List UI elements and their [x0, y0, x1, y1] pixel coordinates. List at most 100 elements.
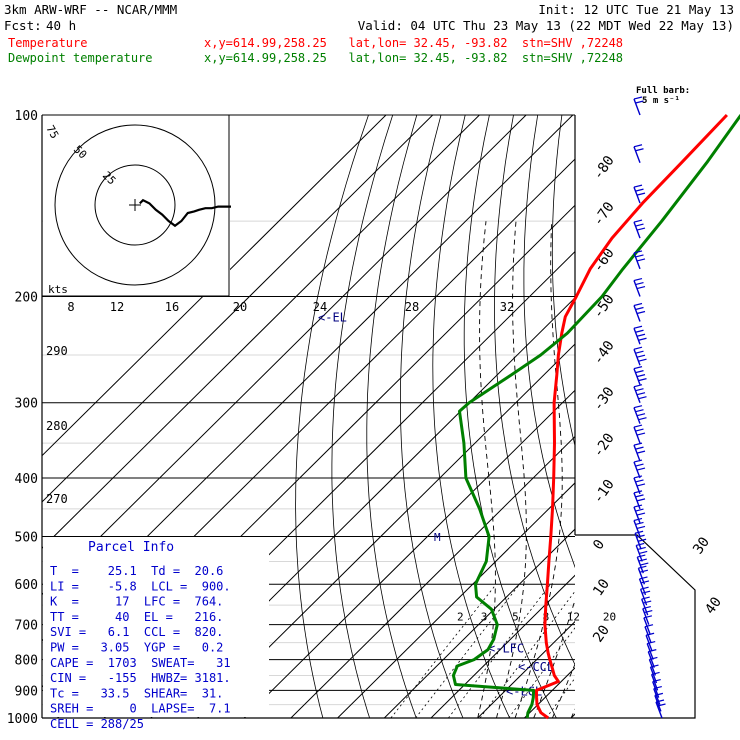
level-marker: <-LFC	[488, 642, 524, 656]
temperature-tick-label: -70	[590, 199, 618, 229]
pressure-label: 100	[15, 109, 38, 124]
hodograph-ring	[94, 164, 176, 246]
wind-barb	[639, 586, 651, 606]
isotherm	[618, 115, 740, 718]
pressure-label: 600	[15, 578, 38, 593]
theta-label-low: 290	[46, 344, 68, 358]
temperature-tick-label: 10	[590, 576, 613, 599]
dry-adiabat	[432, 115, 511, 718]
mixing-ratio-label: 12	[567, 611, 580, 624]
isotherm	[337, 482, 575, 718]
hodograph-speed-label: 12	[110, 300, 124, 314]
wind-barb	[633, 219, 646, 239]
dry-adiabat	[331, 115, 394, 718]
isotherm	[42, 115, 434, 503]
isotherm	[42, 115, 527, 596]
parcel-info-title: Parcel Info	[88, 540, 174, 555]
parcel-info-row: CIN = -155 HWBZ= 3181.	[50, 671, 231, 685]
temperature-tick-label: 40	[702, 594, 725, 617]
wind-barb	[633, 250, 646, 270]
mixing-ratio-line	[390, 583, 497, 718]
moist-adiabat	[514, 221, 563, 718]
pressure-label: 1000	[7, 712, 38, 727]
hodograph-speed-label: 28	[405, 300, 419, 314]
wind-barb	[633, 96, 644, 116]
temperature-tick-label: -10	[590, 477, 618, 507]
pressure-label: 900	[15, 684, 38, 699]
dewpoint-line	[451, 114, 740, 719]
dry-adiabat	[366, 115, 418, 718]
wind-barb	[635, 542, 648, 562]
wind-barb	[637, 565, 649, 585]
isotherm	[243, 389, 575, 718]
wind-barb	[633, 277, 646, 297]
wind-barb	[633, 346, 647, 366]
legend-dewpoint-info: x,y=614.99,258.25 lat,lon= 32.45, -93.82…	[204, 51, 623, 65]
moist-adiabat	[570, 708, 575, 718]
wind-barb	[633, 405, 647, 424]
frame-bottom	[42, 534, 696, 719]
wind-barb	[633, 424, 646, 444]
header-fcst-label: Fcst:	[4, 18, 42, 33]
hodograph-trace	[139, 198, 231, 228]
moist-adiabat	[495, 221, 527, 718]
wind-barb	[643, 615, 653, 635]
legend-temperature-name: Temperature	[8, 36, 87, 50]
parcel-info-row: CELL = 288/25	[50, 717, 144, 731]
isotherm	[197, 343, 575, 718]
wind-barb	[633, 442, 646, 462]
wind-barb	[633, 384, 647, 403]
parcel-info-box: Parcel Info T = 25.1 Td = 20.6LI = -5.8 L…	[43, 537, 269, 731]
isotherm	[42, 115, 387, 457]
barb-legend-units: 5 m s⁻¹	[642, 96, 680, 106]
hodograph-speed-label: 32	[500, 300, 514, 314]
mixing-ratio-label: 3	[481, 611, 488, 624]
wind-barb	[636, 554, 649, 574]
theta-label-low: 280	[46, 419, 68, 433]
temperature-tick-label: -80	[590, 153, 618, 183]
level-marker-m: M	[434, 531, 441, 544]
temperature-tick-label: -20	[590, 430, 618, 460]
isotherm	[430, 574, 575, 718]
isotherm	[524, 667, 575, 718]
pressure-label: 700	[15, 619, 38, 634]
temperature-tick-label: 20	[590, 622, 613, 645]
parcel-info-row: T = 25.1 Td = 20.6	[50, 564, 223, 578]
isotherm	[665, 115, 740, 718]
parcel-info-row: LI = -5.8 LCL = 900.	[50, 579, 231, 593]
pressure-label: 400	[15, 472, 38, 487]
sounding-lines	[451, 113, 740, 720]
parcel-info-row: Tc = 33.5 SHEAR= 31.	[50, 686, 223, 700]
wind-barb	[633, 490, 646, 510]
parcel-info-background	[43, 537, 269, 717]
pressure-label: 800	[15, 654, 38, 669]
wind-barb	[633, 184, 646, 204]
wind-barb	[633, 475, 646, 495]
pressure-label: 300	[15, 397, 38, 412]
isotherm	[290, 435, 575, 718]
header-init: Init: 12 UTC Tue 21 May 13	[538, 2, 734, 17]
wind-barb	[633, 366, 647, 385]
wind-barb	[633, 302, 646, 322]
hodograph-speed-label: 24	[313, 300, 327, 314]
pressure-label: 500	[15, 530, 38, 545]
dry-adiabat	[658, 115, 740, 718]
dry-adiabat	[494, 115, 575, 666]
wind-barbs	[633, 96, 666, 719]
dry-adiabat	[633, 115, 740, 718]
isotherm	[42, 115, 480, 549]
wind-barb	[633, 144, 644, 163]
hodograph-speed-label: 8	[67, 300, 74, 314]
wind-barb	[642, 606, 653, 625]
moist-adiabat	[533, 598, 575, 718]
parcel-info-row: CAPE = 1703 SWEAT= 31	[50, 656, 231, 670]
hodograph-background	[43, 116, 230, 296]
mixing-ratio-label: 2	[457, 611, 464, 624]
parcel-info-row: SREH = 0 LAPSE= 7.1	[50, 702, 231, 716]
hodograph-units: kts	[48, 283, 68, 296]
hodograph-speed-label: 20	[233, 300, 247, 314]
mixing-ratio-label: 5	[512, 611, 519, 624]
header-valid: Valid: 04 UTC Thu 23 May 13 (22 MDT Wed …	[358, 18, 734, 33]
